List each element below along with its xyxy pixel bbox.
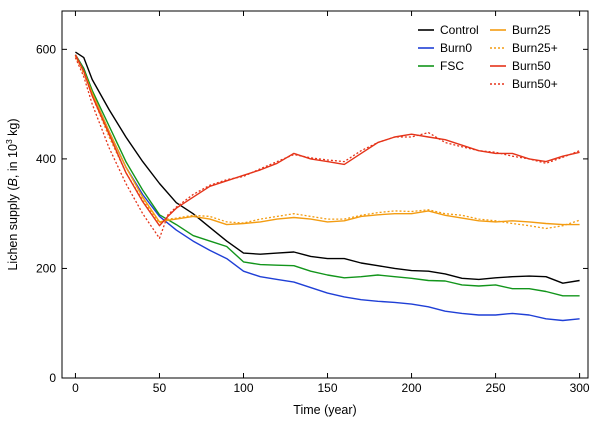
y-axis-title-mid: , in 10 bbox=[6, 144, 20, 178]
legend-label: Burn50+ bbox=[512, 77, 558, 91]
series-line-control bbox=[75, 51, 580, 284]
y-axis-title-variable: B bbox=[6, 178, 20, 186]
x-tick-label: 100 bbox=[233, 381, 253, 395]
y-axis-title-prefix: Lichen supply ( bbox=[6, 186, 20, 271]
series-line-burn0 bbox=[74, 54, 580, 322]
y-axis-title-suffix: kg) bbox=[6, 118, 20, 139]
y-axis-title-exponent: 3 bbox=[4, 139, 14, 144]
series-line-burn50 bbox=[74, 54, 580, 227]
x-tick-label: 300 bbox=[570, 381, 590, 395]
series-line-burn25plus bbox=[74, 55, 580, 230]
x-tick-label: 0 bbox=[72, 381, 79, 395]
legend-label: Burn25 bbox=[512, 23, 551, 37]
y-tick-label: 200 bbox=[36, 261, 56, 275]
x-tick-label: 250 bbox=[486, 381, 506, 395]
x-tick-label: 50 bbox=[153, 381, 167, 395]
series-line-burn50plus bbox=[74, 57, 580, 239]
legend-label: Burn0 bbox=[440, 41, 472, 55]
series-line-fsc bbox=[74, 54, 580, 297]
plot-frame bbox=[61, 10, 589, 379]
legend-label: Control bbox=[440, 23, 479, 37]
y-axis-title: Lichen supply (B, in 103 kg) bbox=[4, 118, 20, 270]
x-axis-title: Time (year) bbox=[293, 403, 356, 417]
legend-label: FSC bbox=[440, 59, 464, 73]
series-line-burn25 bbox=[74, 54, 580, 226]
legend-label: Burn50 bbox=[512, 59, 551, 73]
y-tick-label: 600 bbox=[36, 42, 56, 56]
x-tick-label: 200 bbox=[402, 381, 422, 395]
x-tick-label: 150 bbox=[318, 381, 338, 395]
legend-label: Burn25+ bbox=[512, 41, 558, 55]
y-tick-label: 0 bbox=[49, 371, 56, 385]
y-tick-label: 400 bbox=[36, 152, 56, 166]
